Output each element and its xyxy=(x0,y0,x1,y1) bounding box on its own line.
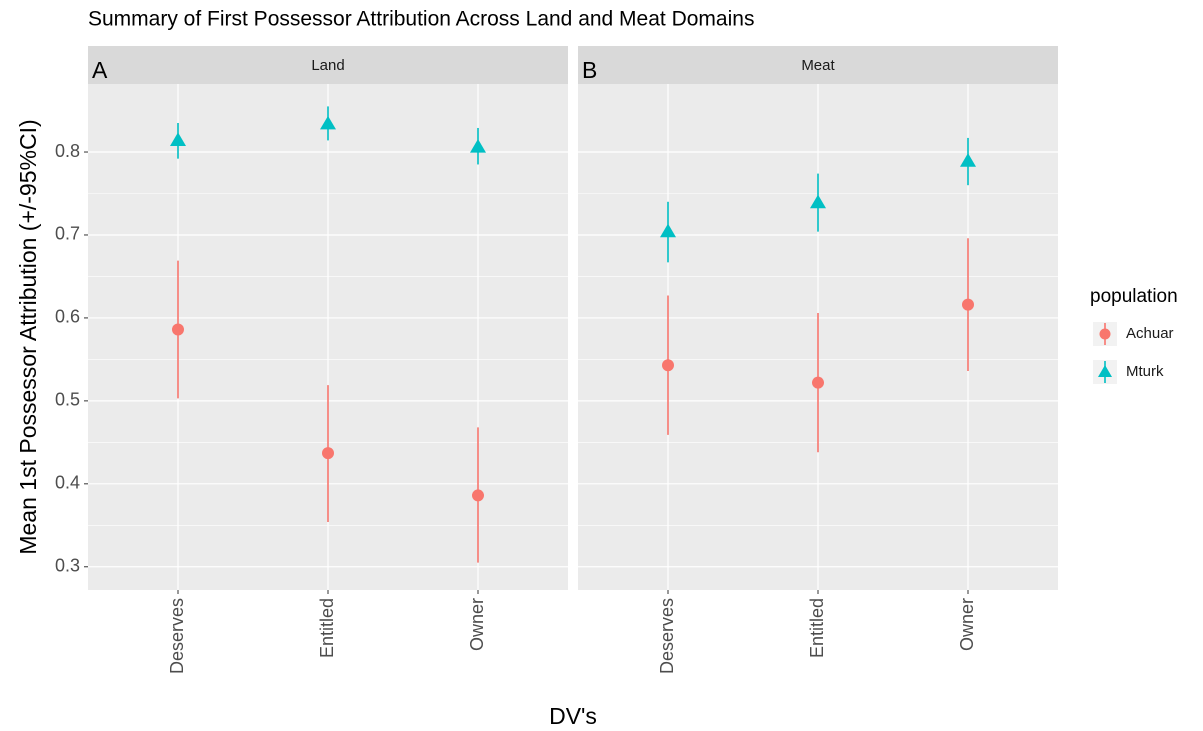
y-axis-label: Mean 1st Possessor Attribution (+/-95%CI… xyxy=(15,119,41,554)
x-tick-label: Deserves xyxy=(167,598,187,674)
legend-key-point xyxy=(1099,328,1111,340)
legend-label: Achuar xyxy=(1126,325,1174,342)
x-tick-label: Owner xyxy=(467,598,487,651)
y-tick-label: 0.7 xyxy=(55,224,80,244)
x-axis-label: DV's xyxy=(549,703,597,729)
strip-label: Land xyxy=(311,57,344,74)
point xyxy=(470,139,486,153)
strip xyxy=(578,46,1058,84)
panel-tag: B xyxy=(582,57,597,83)
chart-title: Summary of First Possessor Attribution A… xyxy=(88,8,754,31)
point xyxy=(172,323,184,336)
point xyxy=(320,115,336,130)
y-tick-label: 0.5 xyxy=(55,390,80,410)
strip xyxy=(88,46,568,84)
x-tick-label: Deserves xyxy=(657,598,677,674)
point xyxy=(660,223,676,238)
y-tick-label: 0.3 xyxy=(55,556,80,576)
x-tick-label: Owner xyxy=(957,598,977,651)
strip-label: Meat xyxy=(801,57,835,74)
point xyxy=(662,359,674,372)
y-tick-label: 0.8 xyxy=(55,141,80,161)
point xyxy=(960,153,976,167)
point xyxy=(810,194,826,209)
x-tick-label: Entitled xyxy=(807,598,827,658)
point xyxy=(170,132,186,147)
panel-tag: A xyxy=(92,57,108,83)
legend-title: population xyxy=(1090,286,1178,307)
point xyxy=(472,489,484,502)
y-tick-label: 0.6 xyxy=(55,307,80,327)
point xyxy=(812,376,824,389)
point xyxy=(962,298,974,311)
y-tick-label: 0.4 xyxy=(55,473,80,493)
point xyxy=(322,447,334,460)
legend-label: Mturk xyxy=(1126,363,1164,380)
x-tick-label: Entitled xyxy=(317,598,337,658)
legend-key-point xyxy=(1098,365,1112,377)
